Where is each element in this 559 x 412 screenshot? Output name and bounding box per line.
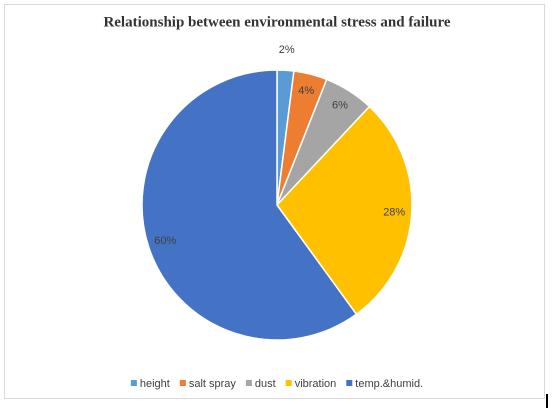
legend: height salt spray dust vibration temp.&humid… [130,378,423,390]
data-label: 6% [332,100,348,112]
cursor [546,394,548,408]
legend-label: height [140,378,170,390]
pie-slice [276,105,413,316]
legend-label: salt spray [189,378,237,390]
chart-title: Relationship between environmental stres… [103,14,450,30]
legend-label: vibration [295,378,337,390]
legend-label: temp.&humid. [355,378,423,390]
data-label: 4% [298,85,314,97]
legend-swatch [179,380,186,386]
pie-slice [141,69,358,341]
legend-label: dust [255,378,276,390]
data-label: 60% [154,235,176,247]
data-label: 2% [279,44,295,56]
legend-swatch [346,380,353,386]
legend-swatch [285,380,292,386]
legend-swatch [130,380,137,386]
data-label: 28% [383,206,405,218]
legend-swatch [245,380,252,386]
